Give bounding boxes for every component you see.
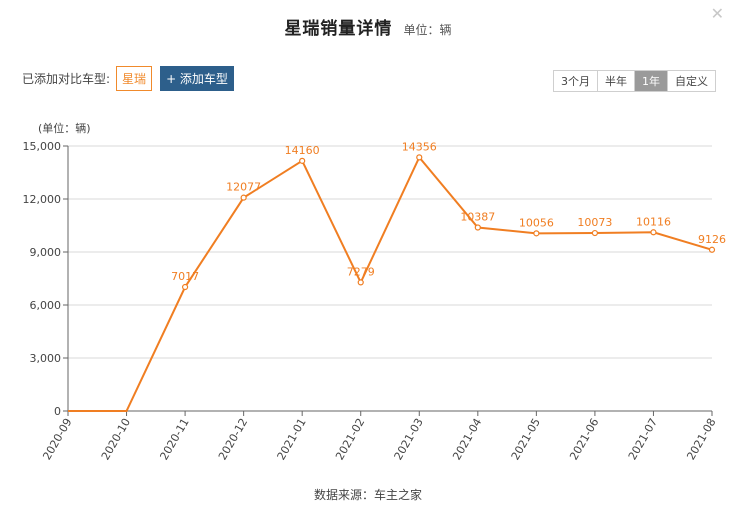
range-half-year[interactable]: 半年 xyxy=(598,71,635,91)
data-point xyxy=(416,154,423,161)
compare-label: 已添加对比车型: xyxy=(22,72,111,86)
x-tick-label: 2020-11 xyxy=(157,416,191,462)
title-row: 星瑞销量详情 单位：辆 xyxy=(0,14,736,39)
data-point xyxy=(181,283,189,291)
y-tick-label: 3,000 xyxy=(30,352,62,365)
data-label: 7017 xyxy=(171,270,199,283)
x-tick-label: 2020-12 xyxy=(216,416,250,462)
compare-row: 已添加对比车型: 星瑞 + 添加车型 xyxy=(22,66,234,91)
y-tick-label: 0 xyxy=(54,405,61,418)
data-label: 9126 xyxy=(698,233,726,246)
data-point xyxy=(591,229,599,237)
model-chip-xingrui[interactable]: 星瑞 xyxy=(116,66,153,91)
range-3-months[interactable]: 3个月 xyxy=(554,71,598,91)
x-tick-label: 2021-03 xyxy=(392,416,426,462)
x-tick-label: 2021-02 xyxy=(333,416,367,462)
data-label: 14160 xyxy=(285,144,320,157)
data-label: 10073 xyxy=(577,216,612,229)
close-icon[interactable]: ✕ xyxy=(710,4,724,23)
data-label: 10056 xyxy=(519,216,554,229)
add-model-button[interactable]: + 添加车型 xyxy=(160,66,234,91)
data-label: 7279 xyxy=(347,265,375,278)
data-point xyxy=(299,157,306,164)
x-tick-label: 2021-01 xyxy=(275,416,309,462)
y-tick-label: 9,000 xyxy=(30,246,62,259)
x-tick-label: 2021-06 xyxy=(567,416,601,462)
data-point xyxy=(708,246,716,253)
data-label: 14356 xyxy=(402,140,437,153)
data-source: 数据来源：车主之家 xyxy=(313,488,422,502)
range-custom[interactable]: 自定义 xyxy=(668,71,715,91)
unit-label: 单位：辆 xyxy=(403,23,452,37)
page-title: 星瑞销量详情 xyxy=(284,19,393,39)
x-tick-label: 2020-10 xyxy=(99,416,133,462)
range-1-year[interactable]: 1年 xyxy=(635,71,668,91)
data-point xyxy=(240,194,247,201)
x-tick-label: 2021-04 xyxy=(450,416,484,462)
x-tick-label: 2021-08 xyxy=(684,416,718,462)
series-line xyxy=(68,155,713,412)
data-point xyxy=(650,229,657,236)
range-selector: 3个月 半年 1年 自定义 xyxy=(553,70,716,92)
data-point xyxy=(357,279,364,286)
x-tick-label: 2021-05 xyxy=(509,416,543,462)
x-tick-label: 2021-07 xyxy=(626,416,660,462)
data-label: 12077 xyxy=(226,181,261,194)
sales-line-chart: 0 3,000 6,000 9,000 12,000 15,000 2020-09 2020-… xyxy=(23,140,727,462)
y-axis-label: (单位：辆) xyxy=(38,122,91,135)
x-tick-label: 2020-09 xyxy=(40,416,74,462)
data-point xyxy=(474,224,481,231)
data-label: 10387 xyxy=(460,210,495,223)
y-tick-label: 12,000 xyxy=(23,193,62,206)
data-label: 10116 xyxy=(636,215,671,228)
data-point xyxy=(533,230,540,237)
y-tick-label: 6,000 xyxy=(30,299,62,312)
y-tick-label: 15,000 xyxy=(23,140,62,153)
